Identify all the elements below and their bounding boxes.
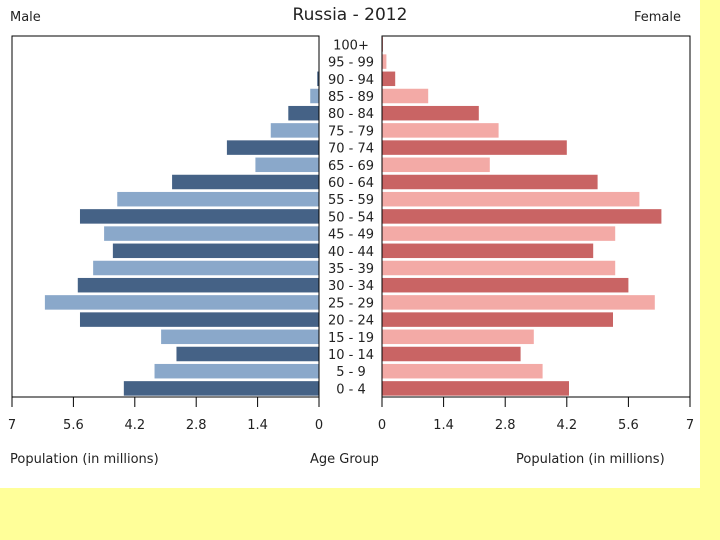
- male-bar: [270, 123, 319, 138]
- age-group-label: 10 - 14: [328, 348, 374, 363]
- male-bar: [154, 363, 319, 379]
- female-bars-group: [382, 37, 662, 396]
- female-bar: [382, 105, 479, 121]
- female-plot-frame: [381, 35, 691, 398]
- female-bar: [382, 260, 616, 276]
- age-group-label: 50 - 54: [328, 210, 374, 225]
- age-group-label: 0 - 4: [336, 382, 366, 397]
- female-bar: [382, 140, 567, 155]
- female-x-tick-label: 2.8: [495, 418, 516, 433]
- male-x-tick-label: 0: [315, 418, 323, 433]
- female-bar: [382, 312, 613, 327]
- female-x-tick-label: 0: [378, 418, 386, 433]
- female-x-tick-label: 7: [686, 418, 694, 433]
- female-bar: [382, 243, 594, 259]
- female-bar: [382, 295, 655, 310]
- age-group-label: 30 - 34: [328, 279, 374, 294]
- female-bar: [382, 191, 640, 207]
- age-group-label: 25 - 29: [328, 296, 374, 311]
- male-x-axis-label: Population (in millions): [10, 452, 159, 467]
- female-bar: [382, 363, 543, 379]
- male-bar: [310, 88, 319, 104]
- male-x-tick-label: 2.8: [186, 418, 207, 433]
- male-plot-frame: [11, 35, 320, 398]
- female-bar: [382, 54, 387, 69]
- male-bar: [44, 295, 320, 310]
- female-bar: [382, 88, 429, 104]
- female-bar: [382, 226, 616, 241]
- age-group-label: 45 - 49: [328, 228, 374, 243]
- male-bar: [172, 174, 319, 190]
- male-bar: [79, 312, 319, 327]
- pyramid-plot: 0 - 4 5 - 9 10 - 14 15 - 19 20 - 24 25 - 29 30…: [8, 35, 694, 433]
- age-group-label: 90 - 94: [328, 73, 374, 88]
- age-group-label: 80 - 84: [328, 107, 374, 122]
- female-x-axis: 0 1.4 2.8 4.2 5.6 7: [378, 397, 694, 433]
- age-group-label: 20 - 24: [328, 314, 374, 329]
- age-group-label: 65 - 69: [328, 159, 374, 174]
- female-bar: [382, 157, 490, 173]
- age-group-label: 60 - 64: [328, 176, 374, 191]
- male-bar: [79, 209, 319, 224]
- male-bar: [317, 71, 319, 87]
- chart-title: Russia - 2012: [292, 5, 408, 25]
- male-bar: [161, 329, 319, 345]
- female-x-axis-label: Population (in millions): [516, 452, 665, 467]
- male-x-tick-label: 5.6: [63, 418, 84, 433]
- male-bar: [77, 277, 320, 293]
- female-x-tick-label: 5.6: [618, 418, 639, 433]
- age-group-label: 35 - 39: [328, 262, 374, 277]
- male-bar: [255, 157, 319, 173]
- age-group-labels: 0 - 4 5 - 9 10 - 14 15 - 19 20 - 24 25 - 29 30…: [328, 38, 374, 397]
- female-bar: [382, 346, 521, 362]
- age-group-label: 55 - 59: [328, 193, 374, 208]
- age-group-label: 70 - 74: [328, 142, 374, 157]
- male-bars-group: [44, 37, 320, 396]
- male-x-tick-label: 4.2: [124, 418, 145, 433]
- age-group-label: 75 - 79: [328, 124, 374, 139]
- age-group-label: 95 - 99: [328, 56, 374, 71]
- male-bar: [123, 381, 319, 396]
- population-pyramid-chart: Russia - 2012 Male Female 0 - 4 5 - 9 10 -…: [0, 0, 700, 488]
- male-bar: [104, 226, 319, 241]
- male-bar: [117, 191, 319, 207]
- female-bar: [382, 329, 534, 345]
- female-bar: [382, 381, 569, 396]
- male-bar: [288, 105, 319, 121]
- age-group-label: 5 - 9: [336, 365, 366, 380]
- female-side-label: Female: [634, 10, 682, 25]
- female-x-tick-label: 1.4: [433, 418, 454, 433]
- female-bar: [382, 71, 396, 87]
- age-group-label: 85 - 89: [328, 90, 374, 105]
- male-bar: [226, 140, 319, 155]
- age-group-label: 15 - 19: [328, 331, 374, 346]
- male-x-tick-label: 7: [8, 418, 16, 433]
- age-group-label: 40 - 44: [328, 245, 374, 260]
- male-bar: [93, 260, 319, 276]
- male-x-tick-label: 1.4: [247, 418, 268, 433]
- age-group-label: 100+: [333, 38, 369, 53]
- male-bar: [176, 346, 319, 362]
- age-group-axis-label: Age Group: [310, 452, 379, 467]
- female-bar: [382, 123, 499, 138]
- female-bar: [382, 174, 598, 190]
- female-bar: [382, 277, 629, 293]
- male-side-label: Male: [10, 10, 41, 25]
- female-x-tick-label: 4.2: [556, 418, 577, 433]
- male-x-axis: 7 5.6 4.2 2.8 1.4 0: [8, 397, 323, 433]
- female-bar: [382, 209, 662, 224]
- male-bar: [112, 243, 319, 259]
